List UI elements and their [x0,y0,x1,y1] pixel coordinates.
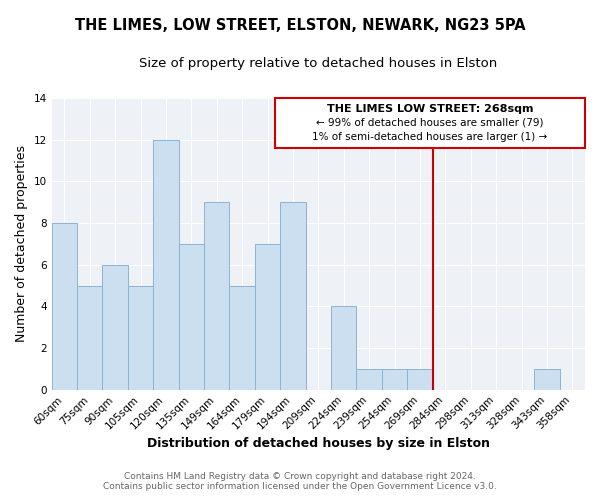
Bar [179,244,204,390]
Bar [229,286,255,390]
Bar [103,264,128,390]
X-axis label: Distribution of detached houses by size in Elston: Distribution of detached houses by size … [147,437,490,450]
Bar [407,369,433,390]
Bar [356,369,382,390]
Bar [534,369,560,390]
Bar [77,286,103,390]
Bar [52,223,77,390]
Bar [255,244,280,390]
Text: THE LIMES LOW STREET: 268sqm: THE LIMES LOW STREET: 268sqm [327,104,533,115]
Bar [331,306,356,390]
Text: Contains public sector information licensed under the Open Government Licence v3: Contains public sector information licen… [103,482,497,491]
Bar [382,369,407,390]
Text: ← 99% of detached houses are smaller (79): ← 99% of detached houses are smaller (79… [316,118,544,128]
Bar [128,286,153,390]
Y-axis label: Number of detached properties: Number of detached properties [15,146,28,342]
Bar [153,140,179,390]
Text: THE LIMES, LOW STREET, ELSTON, NEWARK, NG23 5PA: THE LIMES, LOW STREET, ELSTON, NEWARK, N… [74,18,526,32]
FancyBboxPatch shape [275,98,585,148]
Text: 1% of semi-detached houses are larger (1) →: 1% of semi-detached houses are larger (1… [313,132,548,142]
Bar [280,202,305,390]
Bar [204,202,229,390]
Title: Size of property relative to detached houses in Elston: Size of property relative to detached ho… [139,58,497,70]
Text: Contains HM Land Registry data © Crown copyright and database right 2024.: Contains HM Land Registry data © Crown c… [124,472,476,481]
